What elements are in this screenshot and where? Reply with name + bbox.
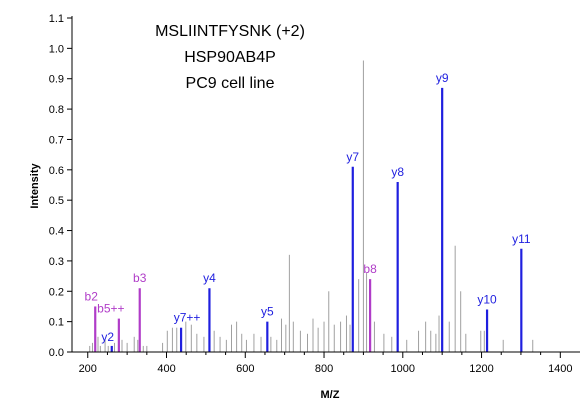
y-tick-label: 0.8 [49, 104, 64, 116]
x-tick-label: 1200 [469, 363, 493, 375]
peak-label-b8: b8 [363, 262, 377, 276]
chart-title: MSLIINTFYSNK (+2) HSP90AB4P PC9 cell lin… [155, 23, 305, 92]
peak-label-b5plusplus: b5++ [97, 302, 124, 316]
peak-label-y9: y9 [436, 71, 449, 85]
annotated-peaks [94, 87, 523, 352]
peak-label-b3: b3 [133, 271, 147, 285]
y-tick-label: 0.5 [49, 195, 64, 207]
peak-label-y7: y7 [346, 150, 359, 164]
peak-label-y2: y2 [101, 330, 114, 344]
peak-label-y10: y10 [477, 292, 497, 306]
y-axis-title: Intensity [29, 163, 41, 209]
y-tick-label: 0.6 [49, 165, 64, 177]
title-line-protein: HSP90AB4P [184, 49, 276, 66]
axes: 0.0 0.1 0.2 0.3 0.4 0.5 0.6 0.7 0.8 0.9 1.0 1.1 200 4… [49, 13, 580, 375]
x-axis-title: M/Z [321, 389, 340, 401]
y-tick-label: 0.3 [49, 256, 64, 268]
peak-label-y11: y11 [512, 232, 531, 246]
y-tick-label: 0.0 [49, 347, 64, 359]
x-tick-label: 200 [79, 363, 97, 375]
peak-label-b2: b2 [85, 289, 99, 303]
x-tick-label: 600 [236, 363, 254, 375]
x-tick-label: 1000 [391, 363, 415, 375]
y-tick-label: 0.1 [49, 317, 64, 329]
y-tick-label: 0.7 [49, 134, 64, 146]
x-tick-label: 800 [315, 363, 333, 375]
x-tick-label: 400 [157, 363, 175, 375]
y-tick-label: 1.0 [49, 43, 64, 55]
unannotated-peaks [89, 60, 534, 352]
title-line-peptide: MSLIINTFYSNK (+2) [155, 23, 305, 40]
title-line-cell-line: PC9 cell line [186, 75, 275, 92]
y-tick-label: 0.9 [49, 74, 64, 86]
peak-label-y5: y5 [261, 305, 274, 319]
x-tick-label: 1400 [548, 363, 572, 375]
peak-label-y4: y4 [203, 271, 216, 285]
y-tick-label: 1.1 [49, 13, 64, 25]
y-tick-label: 0.4 [49, 226, 64, 238]
y-tick-label: 0.2 [49, 286, 64, 298]
peak-label-y7plusplus: y7++ [174, 311, 201, 325]
peak-label-y8: y8 [391, 165, 404, 179]
